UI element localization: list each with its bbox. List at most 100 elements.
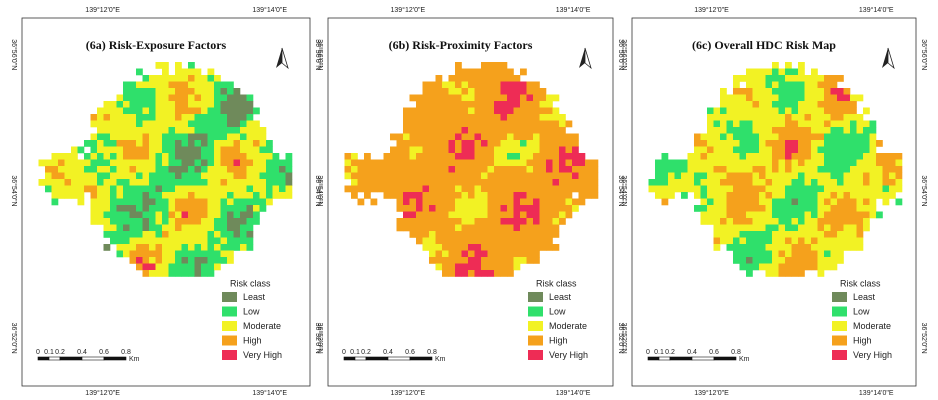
map-cell: [778, 263, 786, 271]
map-cell: [468, 205, 475, 212]
map-cell: [220, 250, 228, 258]
map-cell: [778, 107, 786, 115]
map-cell: [181, 244, 189, 251]
map-cell: [429, 153, 436, 160]
map-cell: [765, 263, 773, 271]
map-cell: [429, 179, 436, 186]
legend-label: Least: [853, 292, 876, 302]
map-cell: [409, 218, 417, 225]
map-cell: [90, 172, 98, 180]
map-cell: [136, 140, 143, 147]
map-cell: [149, 114, 156, 121]
map-cell: [90, 146, 98, 154]
map-cell: [850, 198, 857, 206]
map-cell: [759, 101, 766, 108]
map-cell: [869, 159, 877, 167]
map-cell: [448, 172, 456, 180]
map-cell: [661, 179, 669, 186]
map-cell: [850, 140, 857, 147]
map-cell: [240, 120, 247, 128]
map-cell: [123, 224, 130, 232]
map-cell: [468, 133, 475, 141]
map-cell: [565, 211, 573, 219]
map-cell: [726, 133, 734, 141]
map-cell: [526, 172, 534, 180]
map-cell: [468, 211, 475, 219]
map-cell: [409, 94, 417, 102]
map-cell: [824, 153, 831, 160]
map-cell: [246, 224, 254, 232]
map-cell: [285, 153, 293, 160]
map-cell: [824, 179, 831, 186]
map-cell: [136, 205, 143, 212]
map-cell: [824, 94, 831, 102]
map-cell: [585, 172, 592, 180]
map-cell: [383, 159, 391, 167]
map-cell: [494, 270, 501, 277]
map-cell: [207, 270, 215, 277]
map-cell: [778, 205, 786, 212]
map-cell: [817, 179, 825, 186]
map-cell: [513, 81, 521, 89]
map-cell: [765, 205, 773, 212]
map-cell: [507, 185, 514, 193]
map-cell: [461, 88, 469, 95]
lon-label: 139°14'0"E: [556, 6, 591, 14]
map-cell: [778, 179, 786, 186]
map-cell: [856, 231, 864, 238]
map-cell: [843, 159, 851, 167]
map-cell: [149, 107, 156, 115]
map-cell: [103, 185, 111, 193]
map-cell: [713, 166, 721, 173]
map-cell: [882, 185, 890, 193]
map-cell: [84, 172, 91, 180]
map-cell: [155, 62, 163, 69]
map-cell: [791, 140, 799, 147]
map-cell: [240, 127, 247, 134]
map-cell: [707, 146, 714, 154]
map-cell: [811, 224, 818, 232]
map-cell: [520, 218, 527, 225]
map-cell: [778, 257, 786, 264]
map-cell: [713, 133, 721, 141]
map-cell: [110, 211, 117, 219]
map-cell: [155, 179, 163, 186]
map-cell: [772, 172, 779, 180]
map-cell: [817, 166, 825, 173]
map-cell: [474, 244, 482, 251]
map-cell: [739, 192, 747, 199]
map-cell: [546, 192, 553, 199]
map-cell: [403, 179, 410, 186]
map-cell: [674, 166, 682, 173]
map-cell: [142, 237, 150, 245]
map-cell: [435, 166, 443, 173]
map-cell: [481, 192, 488, 199]
map-cell: [214, 140, 221, 147]
map-cell: [97, 211, 104, 219]
map-cell: [468, 166, 475, 173]
map-cell: [442, 88, 449, 95]
map-cell: [824, 166, 831, 173]
map-cell: [843, 192, 851, 199]
map-cell: [136, 114, 143, 121]
map-cell: [110, 198, 117, 206]
map-cell: [123, 94, 130, 102]
map-cell: [565, 166, 573, 173]
map-cell: [435, 244, 443, 251]
map-cell: [168, 172, 176, 180]
scale-segment: [647, 356, 660, 361]
map-cell: [155, 224, 163, 232]
map-cell: [253, 218, 260, 225]
map-cell: [403, 211, 410, 219]
map-cell: [707, 172, 714, 180]
map-cell: [487, 81, 495, 89]
map-cell: [116, 140, 124, 147]
map-cell: [869, 192, 877, 199]
map-cell: [461, 127, 469, 134]
map-cell: [681, 166, 688, 173]
map-cell: [500, 120, 508, 128]
map-cell: [500, 127, 508, 134]
map-cell: [90, 120, 98, 128]
map-cell: [739, 107, 747, 115]
lat-label: 36°56'0"N: [314, 39, 322, 70]
